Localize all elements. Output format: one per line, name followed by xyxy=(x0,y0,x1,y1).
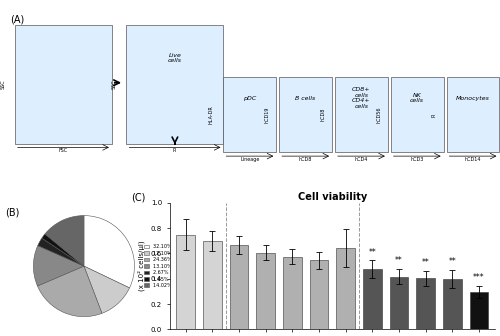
Text: CD8+
cells
CD4+
cells: CD8+ cells CD4+ cells xyxy=(352,87,370,109)
Text: NK
cells: NK cells xyxy=(410,93,424,103)
Text: hCD8: hCD8 xyxy=(299,157,312,162)
Wedge shape xyxy=(84,266,130,313)
FancyBboxPatch shape xyxy=(15,25,112,144)
FancyBboxPatch shape xyxy=(224,77,276,153)
Bar xyxy=(283,257,302,329)
Title: Cell viability: Cell viability xyxy=(298,192,367,202)
Text: **: ** xyxy=(368,248,376,257)
Bar xyxy=(203,241,222,329)
FancyBboxPatch shape xyxy=(335,77,388,153)
Text: hCD4: hCD4 xyxy=(354,157,368,162)
FancyBboxPatch shape xyxy=(446,77,500,153)
Wedge shape xyxy=(42,234,84,266)
Text: **: ** xyxy=(448,257,456,266)
Text: hCD3: hCD3 xyxy=(410,157,424,162)
Text: (C): (C) xyxy=(130,193,145,203)
Text: (A): (A) xyxy=(10,14,24,25)
Text: FSC: FSC xyxy=(59,148,68,153)
Wedge shape xyxy=(38,238,84,266)
Bar xyxy=(310,260,328,329)
FancyBboxPatch shape xyxy=(279,77,332,153)
Text: pDC: pDC xyxy=(243,95,256,100)
Bar xyxy=(256,253,275,329)
Wedge shape xyxy=(84,216,134,288)
Bar xyxy=(230,245,248,329)
Text: HLA-DR: HLA-DR xyxy=(208,105,214,124)
Bar xyxy=(443,279,462,329)
Text: SSC: SSC xyxy=(0,79,5,89)
Wedge shape xyxy=(38,266,102,317)
Text: Live
cells: Live cells xyxy=(168,52,182,64)
Bar xyxy=(176,235,195,329)
Text: hCD56: hCD56 xyxy=(376,107,381,123)
Text: ***: *** xyxy=(473,273,485,282)
Text: **: ** xyxy=(422,258,430,267)
FancyBboxPatch shape xyxy=(126,25,224,144)
Y-axis label: (x 10² cells/μl): (x 10² cells/μl) xyxy=(138,241,145,291)
Bar xyxy=(390,277,408,329)
Bar xyxy=(470,292,488,329)
Text: PI: PI xyxy=(172,148,177,153)
Bar xyxy=(336,248,355,329)
FancyBboxPatch shape xyxy=(390,77,444,153)
Legend: 32.10% CD4+ cells, 12.10% CD8+ cells, 24.36% CD19+ cells, 13.10% CD14+ cells, 2.: 32.10% CD4+ cells, 12.10% CD8+ cells, 24… xyxy=(143,243,228,289)
Wedge shape xyxy=(45,216,84,266)
Text: hCD14: hCD14 xyxy=(464,157,481,162)
Text: PI: PI xyxy=(432,113,437,117)
Text: **: ** xyxy=(395,256,403,265)
Text: hCD8: hCD8 xyxy=(320,108,325,121)
Text: SSC: SSC xyxy=(112,79,116,89)
Text: hCD19: hCD19 xyxy=(264,107,270,123)
Bar xyxy=(363,269,382,329)
Bar xyxy=(416,278,435,329)
Wedge shape xyxy=(34,246,84,286)
Text: Monocytes: Monocytes xyxy=(456,95,490,100)
Text: B cells: B cells xyxy=(296,95,316,100)
Text: (B): (B) xyxy=(6,208,20,218)
Text: Lineage: Lineage xyxy=(240,157,260,162)
